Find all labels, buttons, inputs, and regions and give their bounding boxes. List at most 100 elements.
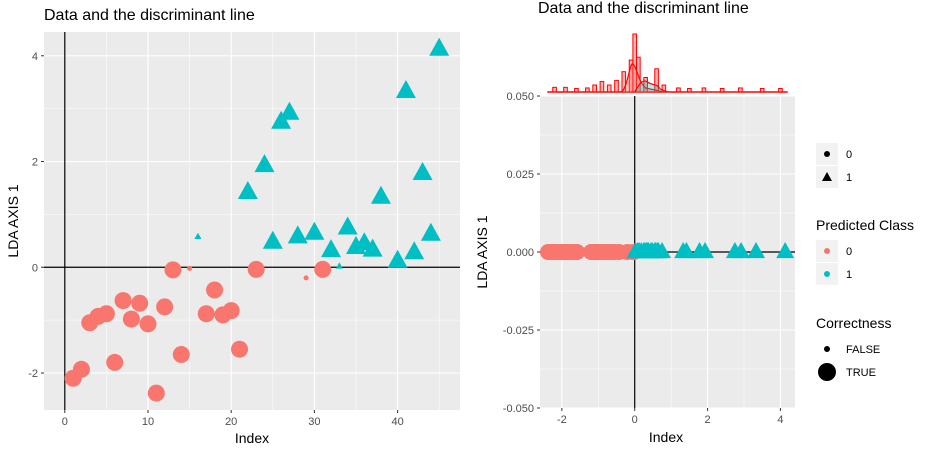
left-class-0-point <box>314 260 332 278</box>
right-class-1-point <box>776 241 795 259</box>
left-class-0-point <box>247 260 265 278</box>
histogram-bar <box>738 87 743 93</box>
left-class-1-point <box>387 249 408 268</box>
right-x-tick-label: 2 <box>705 414 711 426</box>
left-class-0-point <box>222 302 240 320</box>
left-gridlines <box>44 32 460 410</box>
histogram-bar <box>592 84 597 93</box>
left-class-1-point <box>287 225 308 244</box>
histogram-bar <box>701 87 707 93</box>
left-class-1-point <box>335 262 343 269</box>
left-data-points <box>64 37 450 402</box>
left-plot-panel <box>44 32 460 410</box>
left-x-tick-label: 0 <box>62 416 68 428</box>
left-class-0-point <box>164 261 182 279</box>
right-data-points <box>540 241 795 260</box>
left-y-axis-title: LDA AXIS 1 <box>5 184 21 257</box>
histogram-bar <box>563 86 568 93</box>
right-chart: Data and the discriminant line -2 0 2 4 0.05… <box>474 0 795 445</box>
histogram-bar <box>614 79 619 93</box>
left-y-tick-label: -2 <box>28 368 38 380</box>
left-class-1-point <box>321 239 342 258</box>
legend-correct-label-true: TRUE <box>846 367 876 379</box>
left-class-0-point <box>156 298 174 316</box>
left-class-1-point <box>362 238 383 257</box>
left-class-1-point <box>337 216 358 235</box>
legend-shape-label-0: 0 <box>846 149 852 161</box>
legend-correct-label-false: FALSE <box>846 344 880 356</box>
right-x-tick-label: 4 <box>777 414 783 426</box>
legend-class-0-swatch <box>824 248 830 254</box>
right-class-1-point <box>653 241 672 259</box>
left-x-tick-label: 20 <box>225 416 237 428</box>
left-class-0-point <box>122 310 140 328</box>
left-class-1-point <box>262 230 283 249</box>
left-class-0-point <box>106 353 124 371</box>
left-class-1-point <box>395 80 416 99</box>
histogram-bar <box>654 68 659 93</box>
left-chart-title: Data and the discriminant line <box>44 7 255 24</box>
right-x-tick-label: -2 <box>557 414 567 426</box>
legend-true-size-icon <box>818 363 836 381</box>
right-y-tick-label: -0.025 <box>503 325 534 337</box>
legend-false-size-icon <box>824 346 830 352</box>
left-class-0-point <box>206 281 224 299</box>
histogram-bar <box>687 88 692 93</box>
left-class-1-point <box>420 222 441 241</box>
left-class-1-point <box>370 185 391 204</box>
left-class-0-point <box>139 315 157 333</box>
left-class-0-point <box>72 360 90 378</box>
left-x-axis-title: Index <box>235 430 269 446</box>
right-y-axis-title: LDA AXIS 1 <box>474 215 490 288</box>
histogram-bar <box>676 87 681 93</box>
left-class-0-point <box>114 292 132 310</box>
legend-shape-label-1: 1 <box>846 172 852 184</box>
legend-class-label-0: 0 <box>846 246 852 258</box>
left-class-0-point <box>147 384 165 402</box>
left-class-0-point <box>131 294 149 312</box>
legend-triangle-icon <box>822 172 832 181</box>
histogram-bar <box>759 88 765 93</box>
right-chart-title: Data and the discriminant line <box>538 0 749 17</box>
right-x-tick-label: 0 <box>632 414 638 426</box>
histogram-bar <box>552 86 557 93</box>
histogram-bar <box>719 88 725 93</box>
left-class-1-point <box>304 221 325 240</box>
histogram-density-curve <box>634 80 668 93</box>
left-class-1-point <box>429 37 450 56</box>
left-class-0-point <box>97 305 115 323</box>
histogram-bar <box>599 81 605 93</box>
right-y-tick-label: 0.050 <box>506 91 534 103</box>
right-y-tick-label: 0.000 <box>506 247 534 259</box>
right-class-0-point <box>569 244 586 260</box>
left-class-0-point <box>231 340 249 358</box>
right-class-1-point <box>677 241 696 259</box>
left-class-0-point <box>187 265 193 271</box>
left-x-tick-label: 40 <box>391 416 403 428</box>
legend: 0 1 Predicted Class 0 1 Correctness FALS… <box>816 143 914 381</box>
legend-class-label-1: 1 <box>846 269 852 281</box>
right-y-tick-label: 0.025 <box>506 169 534 181</box>
histogram-bar <box>585 87 590 93</box>
left-y-tick-label: 2 <box>32 157 38 169</box>
right-tick-labels: -2 0 2 4 0.050 0.025 0.000 -0.025 -0.050 <box>503 91 784 426</box>
left-class-0-point <box>197 305 215 323</box>
histogram-bar <box>574 88 579 93</box>
marginal-histogram <box>547 33 788 93</box>
right-class-1-point <box>732 241 751 259</box>
left-x-tick-label: 10 <box>142 416 154 428</box>
histogram-bar <box>606 84 612 93</box>
histogram-bar <box>643 77 648 93</box>
left-class-1-point <box>237 181 258 200</box>
left-y-tick-label: 0 <box>32 262 38 274</box>
right-y-tick-label: -0.050 <box>503 403 534 415</box>
left-class-1-point <box>404 241 425 260</box>
left-chart: Data and the discriminant line 0 10 20 30 40… <box>5 7 460 446</box>
left-x-tick-label: 30 <box>308 416 320 428</box>
left-class-0-point <box>172 345 190 363</box>
histogram-bar <box>621 71 627 93</box>
legend-correctness-title: Correctness <box>816 315 891 331</box>
legend-circle-icon <box>824 151 830 157</box>
histogram-density-curve <box>619 63 664 93</box>
